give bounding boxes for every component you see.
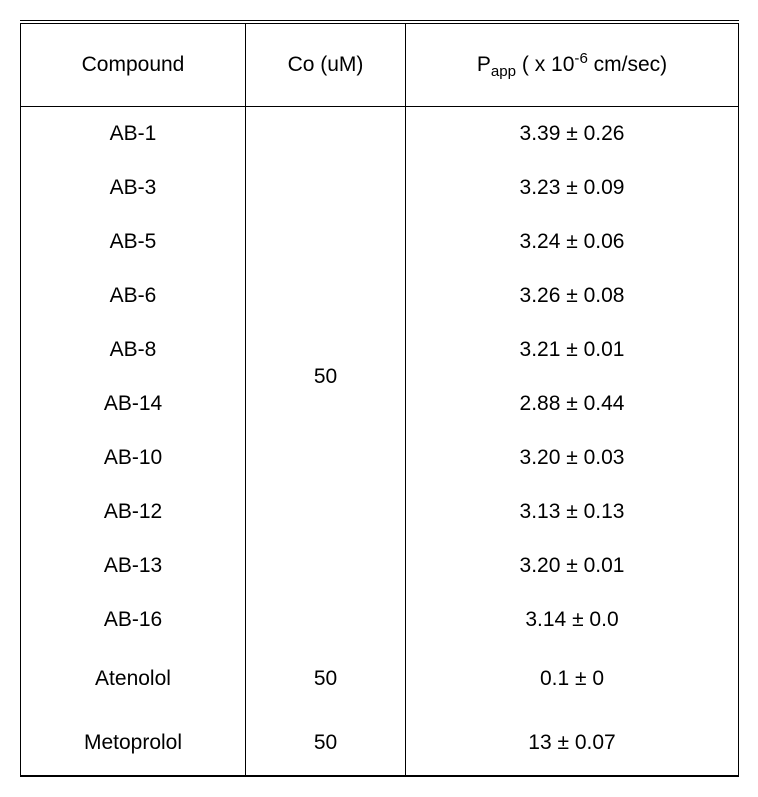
col-header-compound: Compound (21, 22, 246, 107)
cell-compound: AB-6 (21, 269, 246, 323)
cell-co-grouped: 50 (246, 107, 406, 648)
cell-compound: AB-12 (21, 485, 246, 539)
cell-papp: 3.26 ± 0.08 (406, 269, 739, 323)
cell-compound: Metoprolol (21, 711, 246, 776)
permeability-table: Compound Co (uM) Papp ( x 10-6 cm/sec) A… (20, 20, 739, 777)
cell-papp: 13 ± 0.07 (406, 711, 739, 776)
cell-papp: 3.24 ± 0.06 (406, 215, 739, 269)
col-header-papp: Papp ( x 10-6 cm/sec) (406, 22, 739, 107)
cell-papp: 3.13 ± 0.13 (406, 485, 739, 539)
cell-compound: AB-13 (21, 539, 246, 593)
papp-mid: ( x 10 (516, 53, 574, 76)
cell-compound: AB-1 (21, 107, 246, 162)
table-header-row: Compound Co (uM) Papp ( x 10-6 cm/sec) (21, 22, 739, 107)
col-header-co: Co (uM) (246, 22, 406, 107)
cell-co: 50 (246, 647, 406, 711)
cell-co: 50 (246, 711, 406, 776)
permeability-table-container: Compound Co (uM) Papp ( x 10-6 cm/sec) A… (20, 20, 738, 777)
cell-papp: 3.14 ± 0.0 (406, 593, 739, 647)
cell-compound: AB-14 (21, 377, 246, 431)
cell-compound: Atenolol (21, 647, 246, 711)
papp-suffix: cm/sec) (588, 53, 667, 76)
cell-papp: 0.1 ± 0 (406, 647, 739, 711)
cell-papp: 3.23 ± 0.09 (406, 161, 739, 215)
cell-compound: AB-3 (21, 161, 246, 215)
cell-compound: AB-16 (21, 593, 246, 647)
cell-papp: 3.21 ± 0.01 (406, 323, 739, 377)
papp-subscript: app (491, 63, 516, 80)
table-row: Metoprolol 50 13 ± 0.07 (21, 711, 739, 776)
cell-papp: 2.88 ± 0.44 (406, 377, 739, 431)
cell-compound: AB-8 (21, 323, 246, 377)
table-row: Atenolol 50 0.1 ± 0 (21, 647, 739, 711)
cell-papp: 3.20 ± 0.03 (406, 431, 739, 485)
cell-compound: AB-10 (21, 431, 246, 485)
cell-papp: 3.39 ± 0.26 (406, 107, 739, 162)
papp-superscript: -6 (574, 50, 587, 67)
table-row: AB-1 50 3.39 ± 0.26 (21, 107, 739, 162)
papp-prefix: P (477, 53, 491, 76)
cell-compound: AB-5 (21, 215, 246, 269)
cell-papp: 3.20 ± 0.01 (406, 539, 739, 593)
